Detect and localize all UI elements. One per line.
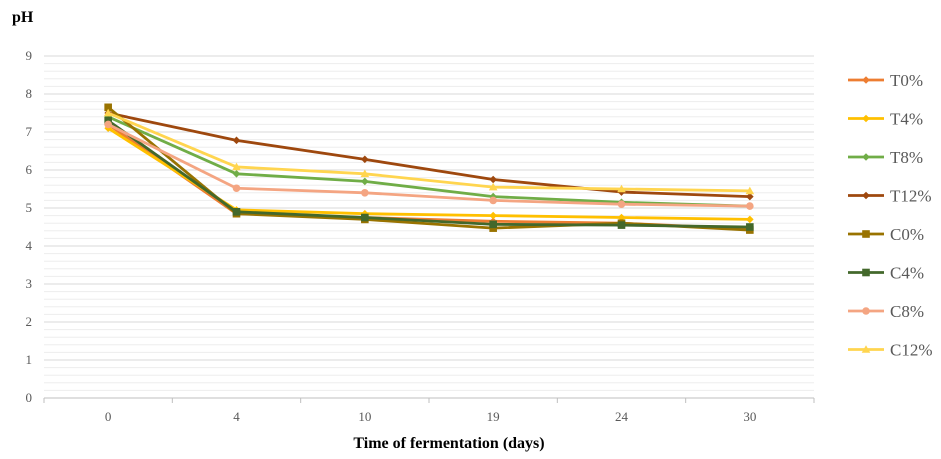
series-line [106, 115, 752, 208]
data-point [617, 184, 626, 193]
legend-marker [862, 76, 870, 84]
legend-marker [862, 307, 870, 315]
legend-item: C0% [848, 225, 924, 244]
legend-item: T4% [848, 110, 923, 129]
series-C8% [104, 120, 754, 210]
data-point [104, 103, 112, 112]
legend-marker [862, 230, 870, 238]
x-axis [43, 397, 815, 403]
data-point [746, 223, 754, 231]
y-axis-tick-labels: 0 1 2 3 4 5 6 7 8 9 [26, 48, 33, 405]
y-tick-label: 8 [26, 86, 33, 101]
data-point [746, 192, 754, 201]
x-tick-label: 0 [105, 409, 112, 424]
series-line [106, 111, 752, 193]
minor-gridlines [44, 63, 814, 391]
data-point [617, 221, 626, 229]
series-line [106, 123, 752, 208]
data-point [489, 196, 497, 205]
data-point [232, 208, 241, 216]
data-point [104, 120, 112, 129]
y-axis-title: pH [12, 9, 34, 26]
x-tick-label: 30 [743, 409, 756, 424]
x-axis-title: Time of fermentation (days) [353, 435, 544, 452]
series-line [106, 111, 752, 199]
legend-label: C8% [890, 302, 924, 321]
legend-label: T8% [890, 148, 923, 167]
legend-label: C12% [890, 341, 933, 360]
legend-item: T8% [848, 148, 923, 167]
series-line [106, 119, 752, 229]
legend-marker [862, 153, 870, 161]
y-tick-label: 6 [26, 162, 33, 177]
series-layer [103, 103, 755, 234]
legend-item: C8% [848, 302, 924, 321]
data-point [361, 189, 369, 197]
y-tick-label: 1 [26, 352, 33, 367]
legend-label: T0% [890, 71, 923, 90]
data-point [232, 136, 241, 145]
series-T12% [104, 109, 754, 201]
x-tick-label: 10 [358, 409, 371, 424]
data-point [489, 211, 497, 220]
y-tick-label: 7 [26, 124, 33, 139]
data-point [232, 170, 241, 178]
data-point [361, 177, 369, 186]
data-point [232, 162, 241, 171]
legend-marker [862, 114, 870, 123]
legend-label: T4% [890, 110, 923, 129]
x-tick-label: 19 [487, 409, 500, 424]
legend-label: C0% [890, 225, 924, 244]
y-tick-label: 0 [26, 390, 33, 405]
legend-label: T12% [890, 187, 932, 206]
y-tick-label: 2 [26, 314, 33, 329]
x-tick-label: 24 [615, 409, 629, 424]
data-point [489, 220, 497, 229]
legend-marker [862, 191, 870, 200]
data-point [361, 155, 369, 164]
series-C12% [103, 108, 755, 195]
y-tick-label: 9 [26, 48, 33, 63]
legend-marker [861, 345, 871, 353]
data-point [489, 175, 497, 184]
legend-item: C4% [848, 264, 924, 283]
data-point [360, 169, 370, 178]
legend-item: T0% [848, 71, 923, 90]
data-point [232, 184, 241, 193]
data-point [745, 186, 755, 195]
data-point [617, 200, 626, 208]
y-tick-label: 4 [26, 238, 33, 253]
data-point [103, 108, 113, 117]
x-axis-tick-labels: 0 4 10 19 24 30 [105, 409, 756, 424]
data-point [361, 213, 369, 222]
legend-label: C4% [890, 264, 924, 283]
y-tick-label: 3 [26, 276, 33, 291]
data-point [617, 213, 626, 222]
legend-marker [862, 268, 870, 277]
legend-item: C12% [848, 341, 933, 360]
x-tick-label: 4 [233, 409, 240, 424]
legend-item: T12% [848, 187, 932, 206]
data-point [488, 182, 498, 191]
data-point [746, 215, 754, 224]
y-tick-label: 5 [26, 200, 33, 215]
legend: T0% T4% T8% T12% C0% C4% C8% C12% [848, 71, 933, 360]
data-point [746, 202, 754, 210]
